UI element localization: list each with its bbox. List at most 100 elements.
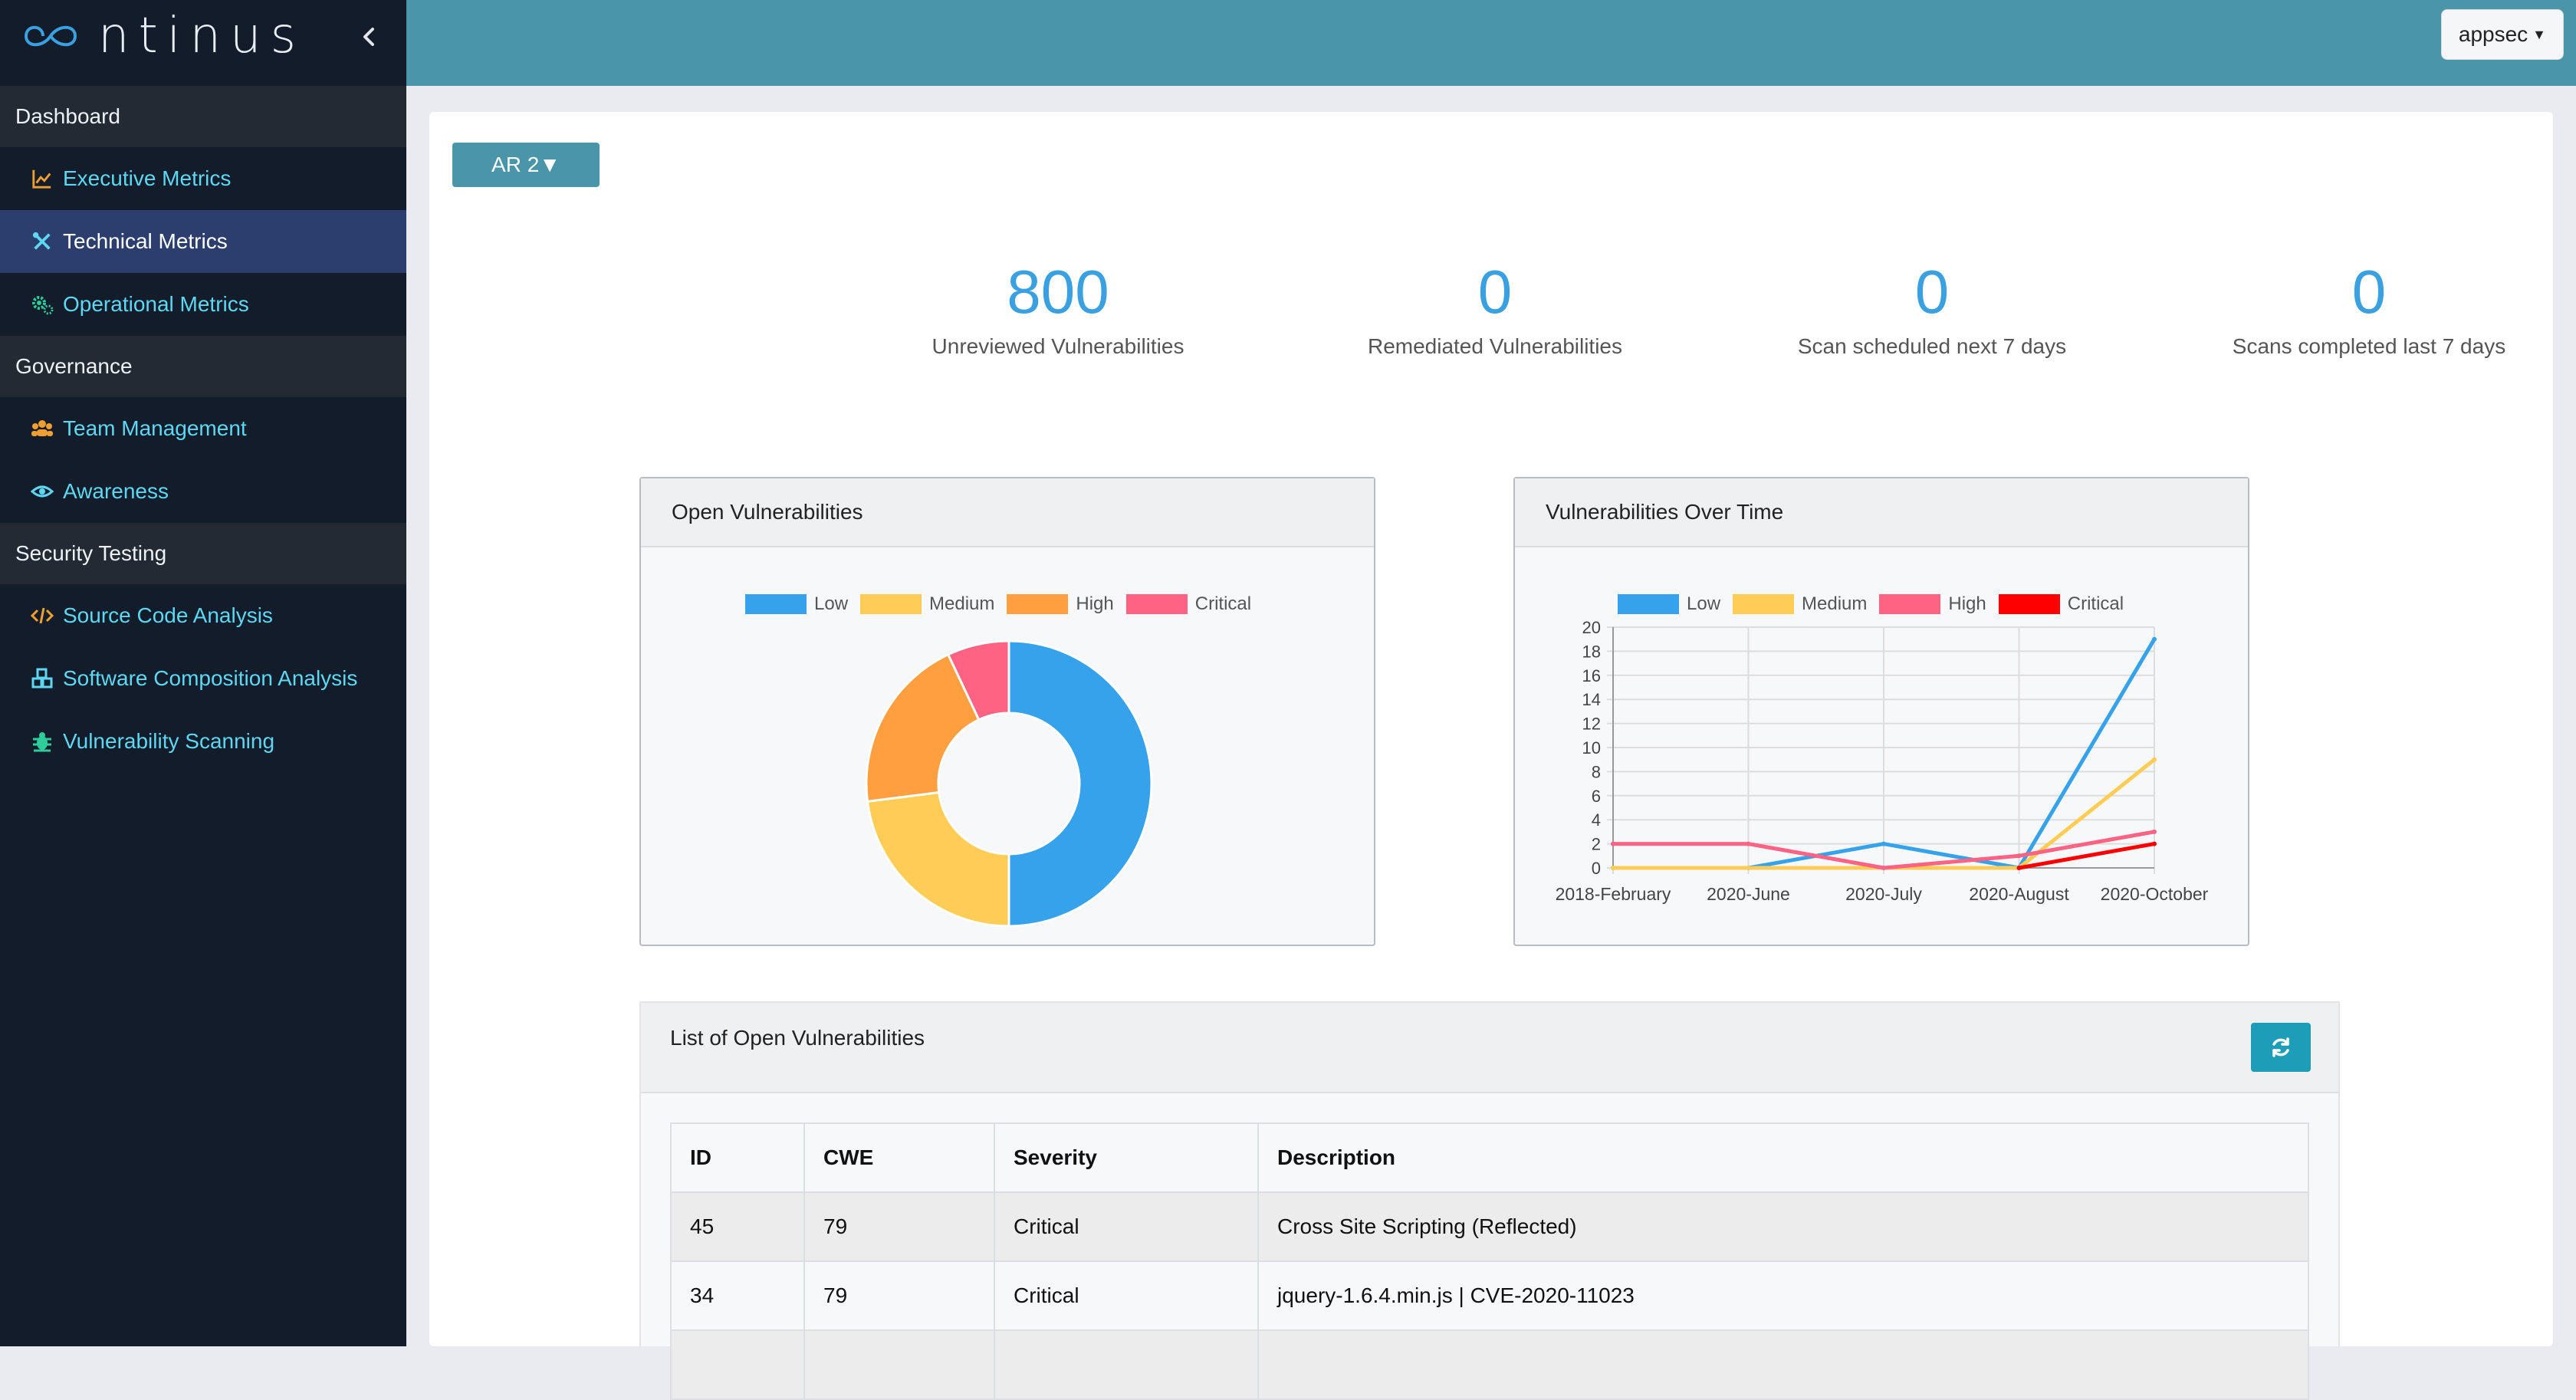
x-tick-label: 2020-October — [2101, 884, 2209, 904]
data-point-medium[interactable] — [1746, 866, 1751, 870]
legend-item[interactable]: Medium — [860, 593, 994, 615]
sidebar-item-label: Software Composition Analysis — [63, 666, 358, 690]
legend-item[interactable]: Critical — [1125, 593, 1252, 615]
legend-swatch — [860, 594, 922, 614]
cell-cwe: 79 — [803, 1260, 995, 1331]
open-vulnerabilities-list-card: List of Open Vulnerabilities ID CWE Seve… — [639, 1001, 2340, 1400]
brand-logo[interactable]: ntinus — [20, 8, 305, 64]
legend-label: Critical — [1194, 593, 1252, 614]
data-point-high[interactable] — [1611, 841, 1615, 846]
stat-remediated: 0 Remediated Vulnerabilities — [1280, 258, 1710, 359]
data-point-high[interactable] — [1746, 841, 1751, 846]
legend-swatch — [1879, 594, 1941, 614]
legend-item[interactable]: Medium — [1733, 593, 1867, 615]
sidebar-item-technical-metrics[interactable]: Technical Metrics — [0, 210, 406, 273]
y-tick-label: 2 — [1592, 835, 1601, 854]
donut-slice-medium[interactable] — [866, 790, 1010, 928]
data-point-low[interactable] — [1881, 841, 1886, 846]
donut-slice-critical[interactable] — [946, 639, 1010, 721]
cell-id — [670, 1329, 805, 1400]
sidebar-item-vulnerability-scanning[interactable]: Vulnerability Scanning — [0, 710, 406, 773]
legend-item[interactable]: High — [1007, 593, 1114, 615]
sidebar-item-software-composition-analysis[interactable]: Software Composition Analysis — [0, 647, 406, 710]
y-tick-label: 20 — [1582, 618, 1601, 637]
legend-swatch — [1733, 594, 1795, 614]
stat-value: 0 — [1477, 258, 1513, 326]
y-tick-label: 4 — [1592, 810, 1601, 830]
cell-severity — [994, 1329, 1259, 1400]
code-icon — [29, 603, 55, 629]
tools-icon — [29, 228, 55, 255]
table-row[interactable]: 45 79 Critical Cross Site Scripting (Ref… — [670, 1191, 2309, 1262]
legend-label: Low — [814, 593, 849, 614]
chart-line-icon — [29, 166, 55, 192]
data-point-high[interactable] — [1881, 866, 1886, 870]
legend-swatch — [1998, 594, 2060, 614]
column-header-description[interactable]: Description — [1257, 1122, 2309, 1193]
column-header-severity[interactable]: Severity — [994, 1122, 1259, 1193]
stat-value: 0 — [1914, 258, 1950, 326]
project-dropdown[interactable]: AR 2▼ — [452, 143, 600, 187]
y-tick-label: 0 — [1592, 859, 1601, 878]
legend-item[interactable]: High — [1879, 593, 1986, 615]
list-header: List of Open Vulnerabilities — [641, 1003, 2338, 1093]
bug-icon — [29, 728, 55, 754]
cell-description — [1257, 1329, 2309, 1400]
series-line-critical[interactable] — [2019, 842, 2155, 870]
stat-unreviewed: 800 Unreviewed Vulnerabilities — [843, 258, 1273, 359]
legend-label: High — [1948, 593, 1986, 614]
x-tick-label: 2020-June — [1707, 884, 1790, 904]
users-icon — [29, 416, 55, 442]
x-tick-label: 2018-February — [1556, 884, 1671, 904]
line-chart: 0 2 4 6 8 10 12 14 16 18 20 2018-February 2020-June 2… — [1556, 618, 2209, 904]
sidebar-item-label: Team Management — [63, 416, 247, 440]
sidebar: ntinus Dashboard Executive Metrics Technic… — [0, 0, 406, 1346]
sidebar-item-label: Awareness — [63, 479, 169, 503]
data-point-critical[interactable] — [2016, 866, 2022, 870]
sidebar-item-operational-metrics[interactable]: Operational Metrics — [0, 273, 406, 336]
legend-label: Medium — [929, 593, 995, 614]
column-header-cwe[interactable]: CWE — [803, 1122, 995, 1193]
table-header-row: ID CWE Severity Description — [670, 1122, 2309, 1193]
main-panel: AR 2▼ 800 Unreviewed Vulnerabilities 0 R… — [429, 112, 2553, 1400]
cell-cwe: 79 — [803, 1191, 995, 1262]
stat-value: 800 — [1007, 258, 1109, 326]
data-point-low[interactable] — [2152, 636, 2157, 642]
vulnerabilities-over-time-card: Vulnerabilities Over Time Low Medium High C… — [1513, 477, 2249, 946]
sidebar-item-source-code-analysis[interactable]: Source Code Analysis — [0, 584, 406, 647]
legend-item[interactable]: Low — [745, 593, 848, 615]
y-tick-label: 16 — [1582, 666, 1601, 685]
vulnerabilities-table: ID CWE Severity Description 45 79 Critic… — [670, 1122, 2309, 1400]
data-point-critical[interactable] — [2152, 841, 2157, 846]
data-point-medium[interactable] — [1611, 866, 1615, 870]
legend-item[interactable]: Low — [1618, 593, 1720, 615]
nav-section-security-testing: Security Testing — [0, 523, 406, 584]
sidebar-nav: Dashboard Executive Metrics Technical Metr… — [0, 86, 406, 773]
sidebar-item-executive-metrics[interactable]: Executive Metrics — [0, 147, 406, 210]
data-point-high[interactable] — [2152, 829, 2157, 834]
data-point-high[interactable] — [2016, 853, 2022, 859]
y-tick-label: 18 — [1582, 642, 1601, 661]
data-point-medium[interactable] — [2152, 757, 2157, 762]
column-header-id[interactable]: ID — [670, 1122, 805, 1193]
nav-section-dashboard: Dashboard — [0, 86, 406, 147]
open-vulnerabilities-card: Open Vulnerabilities Low Medium High Critic… — [639, 477, 1375, 946]
refresh-button[interactable] — [2251, 1023, 2311, 1072]
table-row[interactable] — [670, 1329, 2309, 1400]
sidebar-item-awareness[interactable]: Awareness — [0, 460, 406, 523]
sidebar-item-label: Executive Metrics — [63, 166, 232, 190]
sidebar-item-label: Source Code Analysis — [63, 603, 273, 627]
donut-slice-low[interactable] — [1007, 639, 1153, 928]
card-title: Open Vulnerabilities — [641, 478, 1374, 547]
user-menu-button[interactable]: appsec ▼ — [2440, 9, 2564, 60]
brand: ntinus — [0, 0, 406, 86]
stat-scheduled: 0 Scan scheduled next 7 days — [1717, 258, 2147, 359]
table-row[interactable]: 34 79 Critical jquery-1.6.4.min.js | CVE… — [670, 1260, 2309, 1331]
stat-label: Scans completed last 7 days — [2232, 334, 2506, 358]
infinity-logo-icon — [24, 25, 77, 47]
sidebar-item-team-management[interactable]: Team Management — [0, 397, 406, 460]
chevron-left-icon[interactable] — [353, 20, 386, 54]
donut-slice-high[interactable] — [865, 652, 981, 803]
sidebar-item-label: Vulnerability Scanning — [63, 729, 275, 753]
legend-item[interactable]: Critical — [1998, 593, 2124, 615]
